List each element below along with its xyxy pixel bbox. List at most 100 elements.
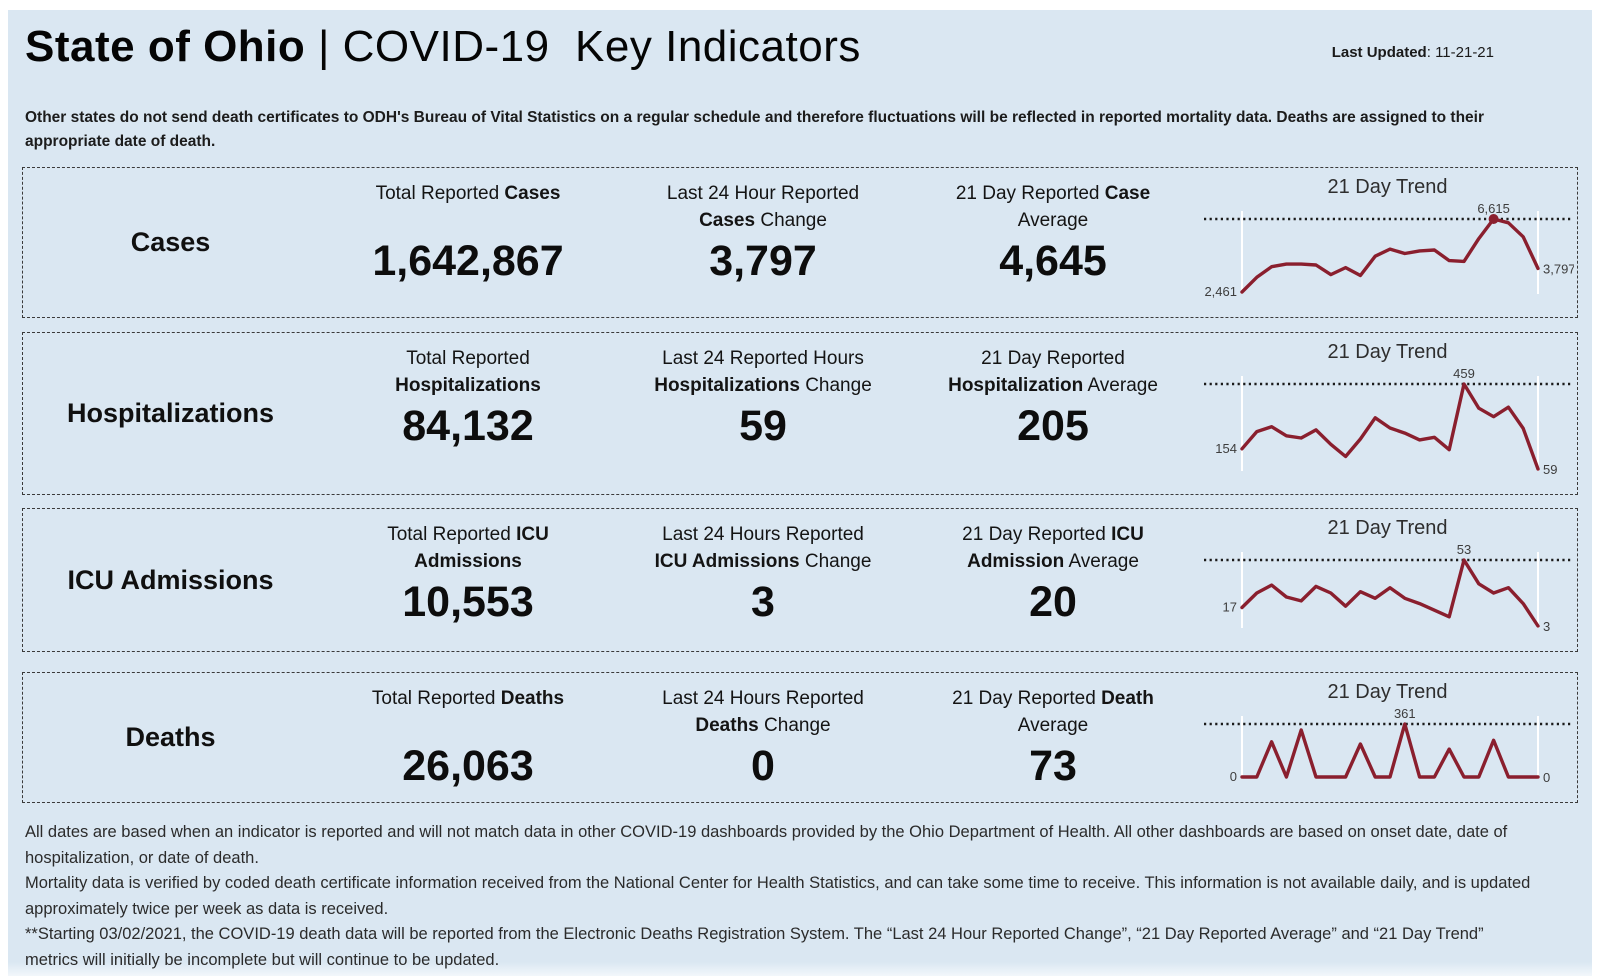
last-updated: Last Updated: 11-21-21 xyxy=(1332,44,1494,61)
metric-header-line: Hospitalizations xyxy=(395,373,541,400)
metric-col-1: Last 24 Hours Reported Deaths Change 0 xyxy=(618,673,908,802)
metric-value: 73 xyxy=(1029,742,1077,790)
trend-title: 21 Day Trend xyxy=(1327,176,1448,198)
metric-header-segment: Total Reported xyxy=(375,183,505,204)
metric-row-icu-admissions: ICU Admissions Total Reported ICU Admissio… xyxy=(22,508,1578,652)
metric-header-segment: Average xyxy=(1064,550,1139,572)
metric-col-2: 21 Day Reported Case Average 4,645 xyxy=(908,168,1198,317)
metric-col-2: 21 Day Reported Hospitalization Average 20… xyxy=(908,333,1198,494)
metric-row-hospitalizations: Hospitalizations Total Reported Hospitaliz… xyxy=(22,332,1578,495)
metric-header-segment: 21 Day Reported xyxy=(962,524,1112,545)
metric-header-line: 21 Day Reported Case xyxy=(956,181,1150,208)
metric-header-line: Total Reported Deaths xyxy=(372,686,564,713)
metric-col-1: Last 24 Hours Reported ICU Admissions Cha… xyxy=(618,509,908,651)
metric-col-0: Total Reported Hospitalizations 84,132 xyxy=(318,333,618,494)
metric-col-1: Last 24 Hour Reported Cases Change 3,797 xyxy=(618,168,908,317)
svg-text:361: 361 xyxy=(1393,706,1415,721)
metric-value: 26,063 xyxy=(402,742,534,790)
metric-header-line: Last 24 Hour Reported xyxy=(667,181,859,208)
trend-title: 21 Day Trend xyxy=(1327,341,1448,363)
metric-header-segment: Hospitalization xyxy=(948,374,1084,396)
footer-notes: All dates are based when an indicator is… xyxy=(25,820,1537,973)
metric-header-segment: Cases xyxy=(699,209,756,231)
metric-header-line: Average xyxy=(952,713,1154,740)
svg-text:154: 154 xyxy=(1215,441,1237,456)
trend-cell-deaths: 21 Day Trend 0 361 0 xyxy=(1198,673,1577,802)
metric-header-segment: ICU xyxy=(516,524,549,545)
metric-header-segment: ICU Admissions xyxy=(654,550,800,572)
metric-header-line: Average xyxy=(956,208,1150,235)
metric-col-0: Total Reported Cases 1,642,867 xyxy=(318,168,618,317)
page-title-state: State of Ohio xyxy=(25,22,306,71)
trend-sparkline-icu-admissions: 17 53 3 xyxy=(1203,542,1572,634)
metric-header-segment: Change xyxy=(758,714,831,736)
metric-row-cases: Cases Total Reported Cases 1,642,867 Last 2… xyxy=(22,167,1578,318)
metric-value: 205 xyxy=(1017,402,1089,450)
metric-header-line: ICU Admissions Change xyxy=(655,549,872,576)
metric-value: 20 xyxy=(1029,578,1077,626)
last-updated-separator: : xyxy=(1426,44,1436,61)
dashboard-background-panel xyxy=(8,10,1592,968)
metric-header-line: Last 24 Hours Reported xyxy=(655,522,872,549)
bottom-strip xyxy=(8,962,1592,976)
metric-value: 10,553 xyxy=(402,578,534,626)
metric-value: 3 xyxy=(751,578,775,626)
metric-header-segment: 21 Day Reported xyxy=(981,348,1125,369)
svg-text:53: 53 xyxy=(1456,542,1470,557)
row-label-deaths: Deaths xyxy=(125,722,216,752)
row-label-cases: Cases xyxy=(130,227,211,257)
metric-value: 84,132 xyxy=(402,402,534,450)
metric-header-line: 21 Day Reported xyxy=(948,346,1158,373)
metric-header-line: Total Reported Cases xyxy=(376,181,561,208)
metric-header: Total Reported Cases xyxy=(376,181,561,237)
svg-text:459: 459 xyxy=(1453,366,1475,381)
page-title-subtitle: | COVID-19 Key Indicators xyxy=(305,22,861,71)
svg-text:6,615: 6,615 xyxy=(1477,201,1510,216)
metric-header-line: Total Reported xyxy=(395,346,541,373)
trend-title: 21 Day Trend xyxy=(1327,517,1448,539)
metric-header-segment: Average xyxy=(1083,374,1158,396)
metric-header-segment: Average xyxy=(1017,714,1089,736)
metric-header-line: 21 Day Reported Death xyxy=(952,686,1154,713)
metric-header-line: Deaths Change xyxy=(662,713,864,740)
metric-header-segment: Total Reported xyxy=(406,348,530,369)
row-label-icu-admissions: ICU Admissions xyxy=(67,564,274,595)
metric-header-segment: Hospitalizations xyxy=(395,374,541,396)
metric-header-line: Last 24 Reported Hours xyxy=(654,346,872,373)
metric-header: 21 Day Reported Hospitalization Average xyxy=(948,346,1158,402)
metric-col-2: 21 Day Reported Death Average 73 xyxy=(908,673,1198,802)
trend-cell-hospitalizations: 21 Day Trend 154 459 59 xyxy=(1198,333,1577,494)
metric-header-segment: Total Reported xyxy=(387,524,517,545)
svg-text:3: 3 xyxy=(1543,619,1550,634)
metric-header-line: Admission Average xyxy=(962,549,1144,576)
metric-header-segment: Cases xyxy=(504,183,561,204)
metric-header-segment: Last 24 Hours Reported xyxy=(662,524,864,545)
metric-header-segment: Hospitalizations xyxy=(654,374,800,396)
last-updated-label: Last Updated xyxy=(1331,44,1427,61)
trend-sparkline-cases: 2,461 6,615 3,797 xyxy=(1203,201,1574,299)
svg-text:59: 59 xyxy=(1543,462,1557,477)
metric-header-segment: Deaths xyxy=(500,688,565,709)
last-updated-value: 11-21-21 xyxy=(1435,44,1494,61)
trend-sparkline-hospitalizations: 154 459 59 xyxy=(1203,366,1572,477)
metric-value: 0 xyxy=(751,742,775,790)
metric-header-segment: Admission xyxy=(967,550,1065,572)
metric-header: Last 24 Hours Reported ICU Admissions Cha… xyxy=(655,522,872,578)
metric-header: Total Reported ICU Admissions xyxy=(387,522,549,578)
metric-header-segment: 21 Day Reported xyxy=(952,688,1102,709)
metric-value: 59 xyxy=(739,402,787,450)
footer-note-edrs: **Starting 03/02/2021, the COVID-19 deat… xyxy=(25,925,1484,969)
metric-header-line: Admissions xyxy=(387,549,549,576)
metric-col-1: Last 24 Reported Hours Hospitalizations C… xyxy=(618,333,908,494)
footer-note-mortality: Mortality data is verified by coded deat… xyxy=(25,874,1531,918)
svg-text:17: 17 xyxy=(1222,600,1236,615)
svg-text:3,797: 3,797 xyxy=(1543,262,1574,277)
metric-col-0: Total Reported ICU Admissions 10,553 xyxy=(318,509,618,651)
metric-header-segment: Change xyxy=(799,374,872,396)
metric-header-segment: Last 24 Hour Reported xyxy=(666,183,860,204)
metric-header-line: Hospitalization Average xyxy=(948,373,1158,400)
metric-header-segment: Case xyxy=(1104,183,1151,204)
trend-cell-icu-admissions: 21 Day Trend 17 53 3 xyxy=(1198,509,1577,651)
metric-header-segment: Admissions xyxy=(414,550,522,572)
metric-header: 21 Day Reported Death Average xyxy=(952,686,1154,742)
